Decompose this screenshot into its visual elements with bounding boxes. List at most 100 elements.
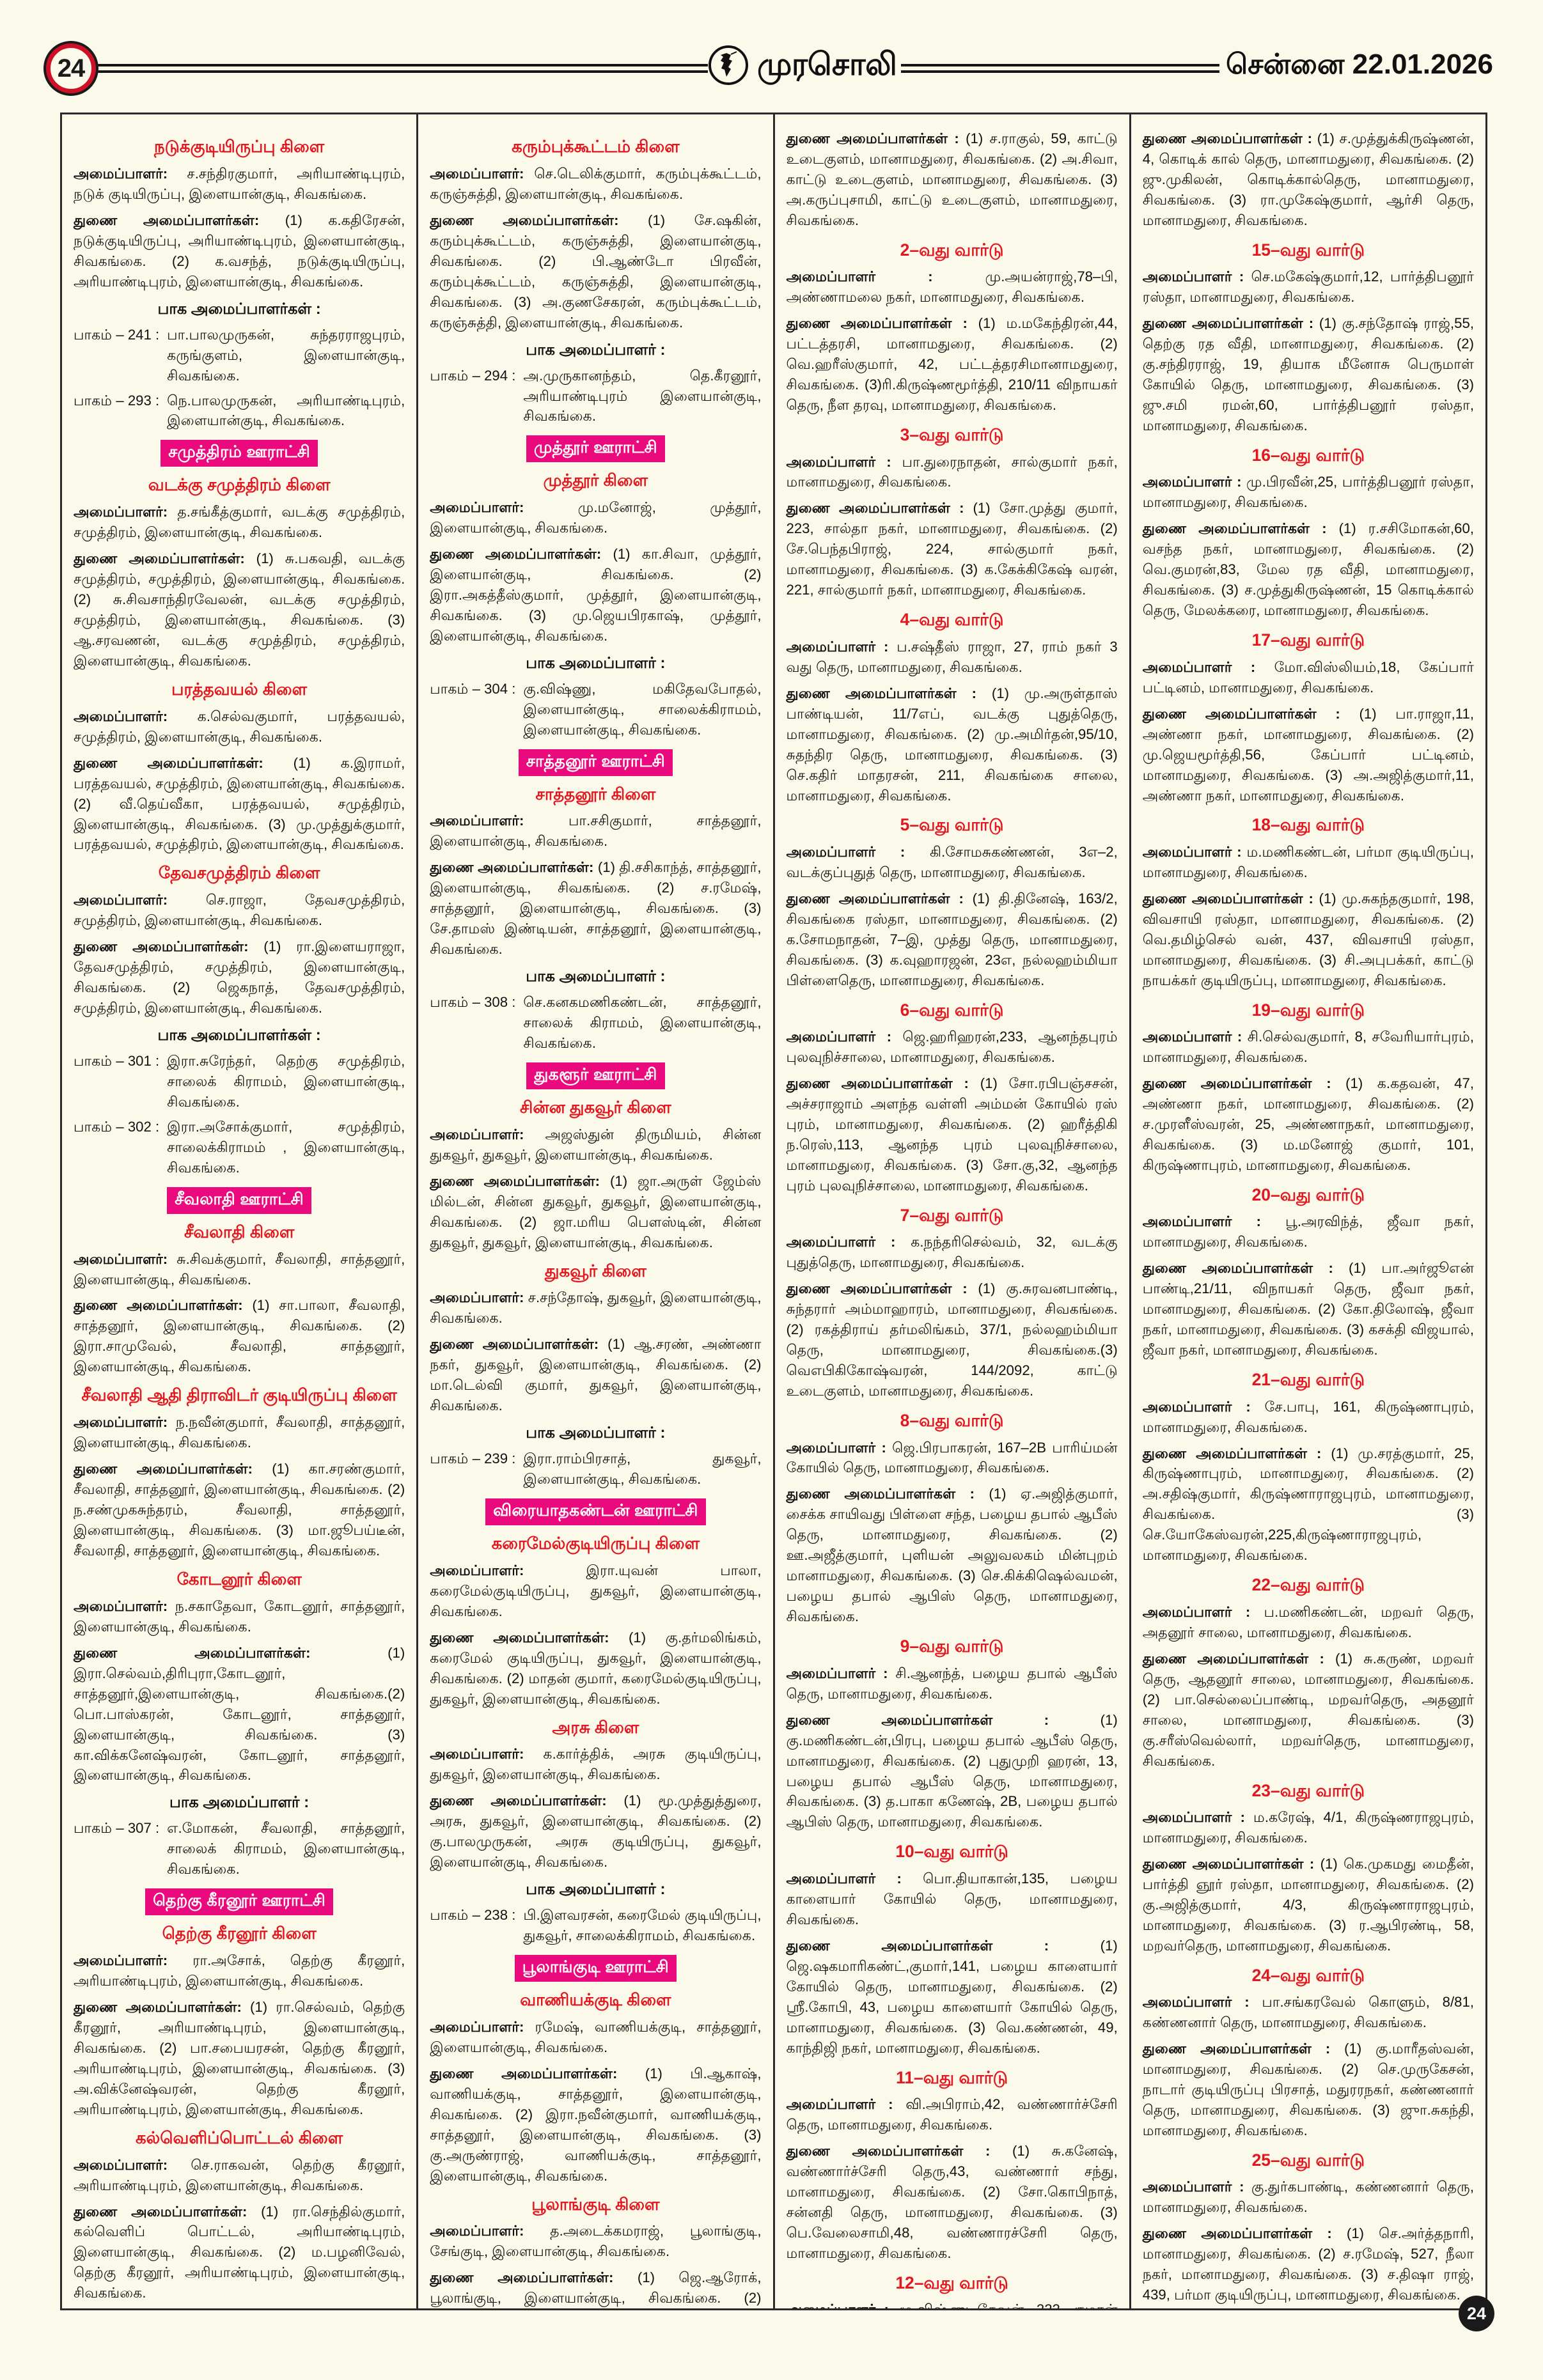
part-organiser-row: பாகம் – 308 : செ.கனகமணிகண்டன், சாத்தனூர்,…	[430, 992, 761, 1054]
entry-role-label: அமைப்பாளர் :	[1142, 268, 1244, 285]
entry-paragraph: துணை அமைப்பாளர்கள்: (1) க.இராமர், பரத்தவ…	[74, 754, 405, 853]
part-organiser-name: பா.பாலமுருகன், சுந்தரராஜபுரம், கருங்குளம…	[167, 326, 405, 384]
entry-paragraph: துணை அமைப்பாளர்கள் : (1) தி.தினேஷ், 163/…	[786, 890, 1118, 988]
entry-paragraph: அமைப்பாளர் : பூ.அரவிந்த், ஜீவா நகர், மான…	[1142, 1213, 1474, 1250]
entry-role-label: அமைப்பாளர்:	[430, 2018, 524, 2035]
masthead-rule-right	[895, 64, 1247, 73]
part-organiser-name: பி.இளவரசன், கரைமேல் குடியிருப்பு, துகவூர…	[523, 1907, 762, 1944]
ward-heading: 22–வது வார்டு	[1251, 1575, 1365, 1595]
ward-heading: 4–வது வார்டு	[900, 610, 1004, 630]
entry-role-label: துணை அமைப்பாளர்கள்:	[74, 1297, 243, 1314]
panchayat-heading: சமுத்திரம் ஊராட்சி	[161, 440, 318, 467]
part-organiser-name: நெ.பாலமுருகன், அரியாண்டிபுரம், இளையான்கு…	[167, 392, 405, 429]
ward-heading: 5–வது வார்டு	[900, 815, 1004, 835]
entry-paragraph: அமைப்பாளர் : மு.விஷ்ணு தேவன், 222, குமரன…	[787, 2299, 1118, 2308]
entry-paragraph: அமைப்பாளர்: செ.டெலிக்குமார், கரும்புக்கூ…	[430, 165, 762, 202]
branch-heading: பூலாங்குடி கிளை	[531, 2194, 660, 2214]
entry-paragraph: அமைப்பாளர் : கு.துர்கபாண்டி, கண்ணனார் தெ…	[1142, 2179, 1474, 2216]
entry-paragraph: அமைப்பாளர் : மோ.விஸ்லியம்,18, கேப்பார் ப…	[1142, 658, 1475, 696]
entry-paragraph: அமைப்பாளர் : மு.பிரவீன்,25, பார்த்திபனூர…	[1142, 474, 1474, 511]
entry-paragraph: துணை அமைப்பாளர்கள்: (1) தி.சசிகாந்த், சா…	[430, 859, 762, 958]
part-number-label: பாகம் – 239 :	[430, 1451, 516, 1467]
entry-paragraph: துணை அமைப்பாளர்கள்: (1) ரா.செல்வம், தெற்…	[74, 1998, 405, 2117]
entry-role-label: துணை அமைப்பாளர்கள் :	[1142, 1445, 1322, 1461]
entry-paragraph: துணை அமைப்பாளர்கள் : (1) ம.மகேந்திரன்,44…	[786, 315, 1118, 414]
entry-role-label: துணை அமைப்பாளர்கள் :	[786, 1280, 967, 1297]
entry-role-label: துணை அமைப்பாளர்கள் :	[1142, 2225, 1332, 2242]
branch-heading: சீவலாதி ஆதி திராவிடர் குடியிருப்பு கிளை	[81, 1385, 397, 1405]
part-organiser-name: செ.கனகமணிகண்டன், சாத்தனூர், சாலைக் கிராம…	[523, 994, 762, 1052]
masthead-place-date: சென்னை 22.01.2026	[1219, 43, 1493, 86]
entry-paragraph: துணை அமைப்பாளர்கள்: (1) கு.தர்மலிங்கம், …	[430, 1629, 762, 1707]
entry-paragraph: துணை அமைப்பாளர்கள்: (1) ஜா.அருள் ஜேம்ஸ் …	[430, 1172, 762, 1250]
ward-heading: 8–வது வார்டு	[900, 1411, 1004, 1431]
entry-paragraph: துணை அமைப்பாளர்கள் : (1) கு.மாரீதஸ்வன், …	[1142, 2041, 1475, 2138]
ward-heading: 17–வது வார்டு	[1251, 630, 1365, 650]
page-number-badge-bottom: 24	[1459, 2296, 1494, 2331]
entry-role-label: துணை அமைப்பாளர்கள் :	[786, 500, 964, 517]
branch-heading: தெற்கு கீரனூர் கிளை	[162, 1924, 317, 1943]
entry-role-label: துணை அமைப்பாளர்கள்:	[74, 1644, 311, 1661]
entry-paragraph: அமைப்பாளர் : வி.அபிராம்,42, வண்ணார்ச்சேர…	[786, 2096, 1118, 2133]
entry-paragraph: அமைப்பாளர் : மு.அயன்ராஜ்,78–பி, அண்ணாமலை…	[786, 268, 1118, 306]
entry-role-label: துணை அமைப்பாளர்கள்:	[430, 1793, 607, 1809]
ward-heading: 6–வது வார்டு	[900, 1000, 1004, 1020]
masthead-rule-left	[97, 64, 708, 73]
branch-heading: சாத்தனூர் கிளை	[535, 784, 656, 804]
entry-paragraph: துணை அமைப்பாளர்கள் : (1) ச.முத்துக்கிருஷ…	[1142, 130, 1475, 228]
entry-paragraph: அமைப்பாளர்: செ.ராகவன், தெற்கு கீரனூர், அ…	[74, 2156, 405, 2193]
entry-role-label: துணை அமைப்பாளர்கள்:	[430, 212, 619, 228]
masthead-title: முரசொலி	[753, 43, 901, 86]
part-organiser-row: பாகம் – 294 : அ.முருகானந்தம், தெ.கீரனூர்,…	[430, 366, 761, 427]
entry-paragraph: துணை அமைப்பாளர்கள் : (1) செ.அர்த்தநாரி, …	[1142, 2225, 1475, 2303]
entry-role-label: துணை அமைப்பாளர்கள் :	[1142, 705, 1340, 722]
entry-role-label: துணை அமைப்பாளர்கள் :	[1142, 1075, 1331, 1092]
branch-heading: அரசு கிளை	[552, 1717, 639, 1737]
entry-role-label: அமைப்பாளர்:	[74, 504, 168, 520]
entry-role-label: அமைப்பாளர் :	[1142, 1603, 1251, 1620]
entry-paragraph: அமைப்பாளர்: ந.சகாதேவா, கோடனூர், சாத்தனூர…	[74, 1598, 405, 1635]
branch-heading: கரும்புக்கூட்டம் கிளை	[512, 137, 680, 156]
entry-paragraph: அமைப்பாளர் : சி.செல்வகுமார், 8, சவேரியார…	[1142, 1029, 1474, 1066]
ward-heading: 10–வது வார்டு	[895, 1842, 1008, 1862]
branch-heading: வாணியக்குடி கிளை	[520, 1990, 671, 2010]
ward-heading: 20–வது வார்டு	[1251, 1185, 1365, 1204]
entry-paragraph: அமைப்பாளர் : ஜெ.ஹரிஹரன்,233, ஆனந்தபுரம் …	[786, 1029, 1118, 1066]
entry-paragraph: துணை அமைப்பாளர்கள் : (1) ச.ராகுல், 59, க…	[786, 130, 1118, 228]
entry-paragraph: அமைப்பாளர்: ரா.அசோக், தெற்கு கீரனூர், அர…	[74, 1952, 405, 1989]
entry-role-label: அமைப்பாளர்:	[74, 165, 168, 182]
entry-paragraph: துணை அமைப்பாளர்கள் : (1) ர.சசிமோகன்,60, …	[1142, 520, 1475, 619]
entry-role-label: அமைப்பாளர்:	[430, 1126, 524, 1142]
entry-paragraph: அமைப்பாளர்: செ.ராஜா, தேவசமுத்திரம், சமுத…	[74, 892, 405, 929]
entry-paragraph: துணை அமைப்பாளர்கள் : (1) ஜெ.ஷகமாரிகண்ட்,…	[786, 1937, 1118, 2056]
entry-role-label: அமைப்பாளர் :	[786, 1665, 888, 1681]
entry-paragraph: துணை அமைப்பாளர்கள் : (1) மு.அருள்தாஸ் பா…	[786, 685, 1118, 804]
entry-role-label: அமைப்பாளர் :	[786, 453, 891, 470]
entry-role-label: துணை அமைப்பாளர்கள்:	[74, 2203, 247, 2220]
part-number-label: பாகம் – 302 :	[74, 1118, 160, 1135]
branch-heading: கரைமேல்குடியிருப்பு கிளை	[491, 1534, 700, 1553]
part-number-label: பாகம் – 307 :	[74, 1820, 160, 1837]
entry-role-label: அமைப்பாளர் :	[1142, 2179, 1244, 2195]
entry-paragraph: அமைப்பாளர் : சே.பாபு, 161, கிருஷ்ணாபுரம்…	[1142, 1398, 1474, 1435]
branch-heading: முத்தூர் கிளை	[543, 471, 648, 490]
part-organiser-name: இரா.அசோக்குமார், சமுத்திரம், சாலைக்கிராம…	[167, 1118, 405, 1176]
entry-role-label: துணை அமைப்பாளர்கள்:	[430, 1172, 600, 1189]
entry-role-label: துணை அமைப்பாளர்கள்:	[74, 938, 249, 955]
entry-role-label: அமைப்பாளர் :	[786, 638, 889, 655]
entry-role-label: அமைப்பாளர் :	[1142, 474, 1242, 490]
branch-heading: தேவசமுத்திரம் கிளை	[158, 863, 320, 883]
entry-role-label: அமைப்பாளர்:	[430, 165, 524, 182]
entry-paragraph: துணை அமைப்பாளர்கள் : (1) மு.சுகந்தகுமார்…	[1142, 890, 1474, 988]
entry-paragraph: அமைப்பாளர்: ச.சந்தோஷ், துகவூர், இளையான்க…	[430, 1289, 762, 1326]
entry-role-label: அமைப்பாளர்:	[74, 2156, 168, 2173]
entry-role-label: அமைப்பாளர் :	[786, 1870, 902, 1886]
part-number-label: பாகம் – 238 :	[430, 1907, 516, 1924]
entry-paragraph: துணை அமைப்பாளர்கள் : (1) க.கதவன், 47, அண…	[1142, 1075, 1474, 1173]
ward-heading: 21–வது வார்டு	[1251, 1370, 1365, 1390]
ward-heading: 18–வது வார்டு	[1251, 815, 1365, 835]
entry-role-label: துணை அமைப்பாளர்கள்:	[74, 212, 260, 228]
ward-heading: 24–வது வார்டு	[1251, 1965, 1365, 1985]
entry-paragraph: அமைப்பாளர் : க.நந்தரிசெல்வம், 32, வடக்கு…	[786, 1234, 1118, 1271]
